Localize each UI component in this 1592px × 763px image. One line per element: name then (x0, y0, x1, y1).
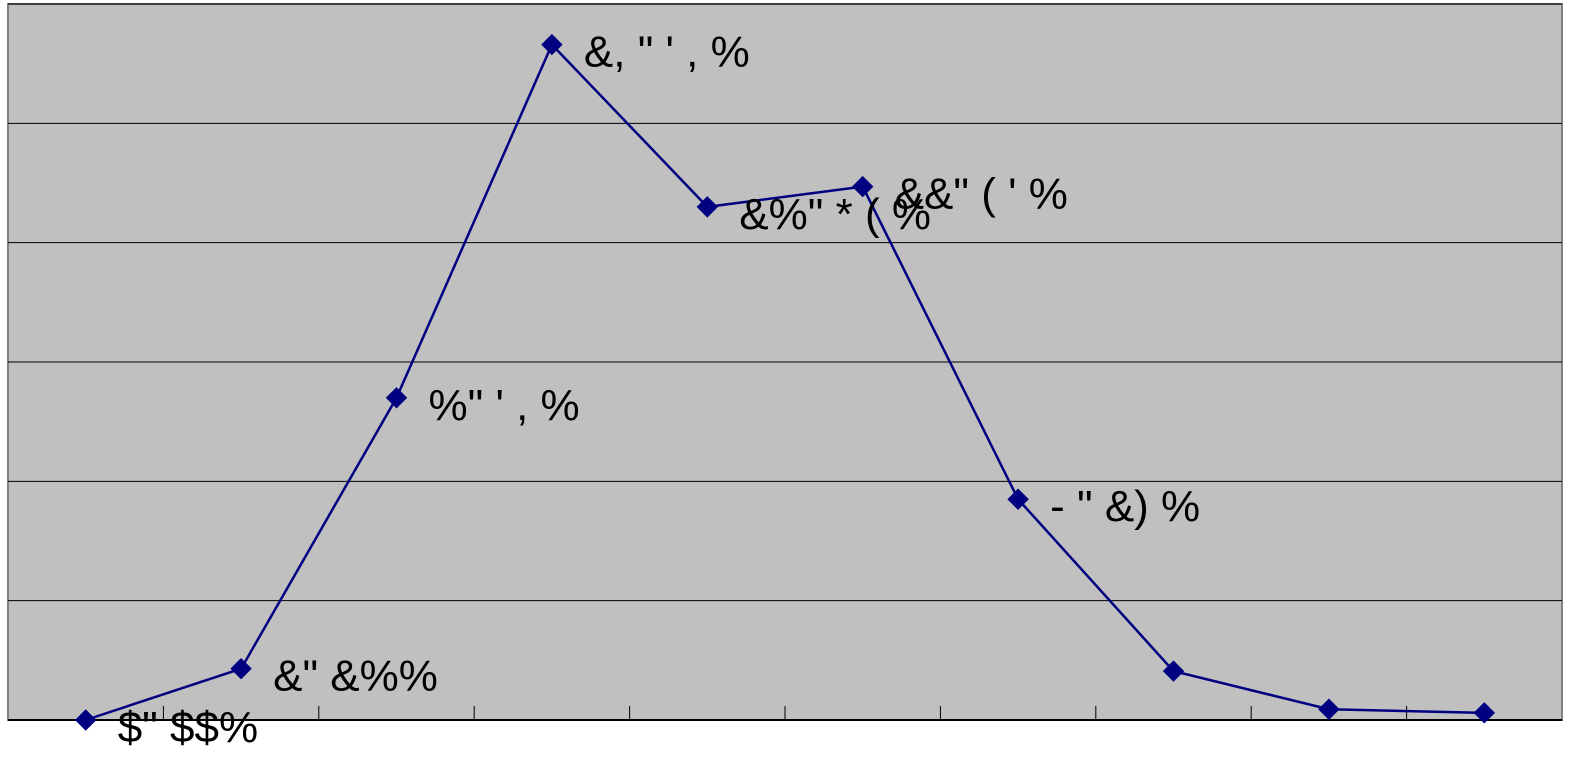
data-point-marker (1162, 660, 1185, 682)
data-point-marker (1318, 698, 1340, 720)
data-point-marker (74, 709, 97, 731)
data-point-marker (1007, 488, 1029, 510)
data-label: - " &) % (1050, 482, 1200, 531)
data-label: &%" * ( % (739, 190, 931, 239)
data-label: &&" ( ' % (895, 170, 1068, 219)
data-label: &" &%% (273, 652, 438, 701)
data-point-marker (541, 33, 563, 56)
series-line (85, 42, 1485, 722)
data-point-marker (385, 387, 408, 409)
data-point-marker (230, 657, 252, 680)
data-label: %" ' , % (429, 381, 580, 430)
data-point-marker (1473, 702, 1496, 724)
data-label: $" $$% (118, 703, 258, 752)
data-point-marker (851, 175, 874, 198)
data-label: &, " ' , % (584, 28, 750, 77)
data-point-marker (696, 196, 719, 218)
